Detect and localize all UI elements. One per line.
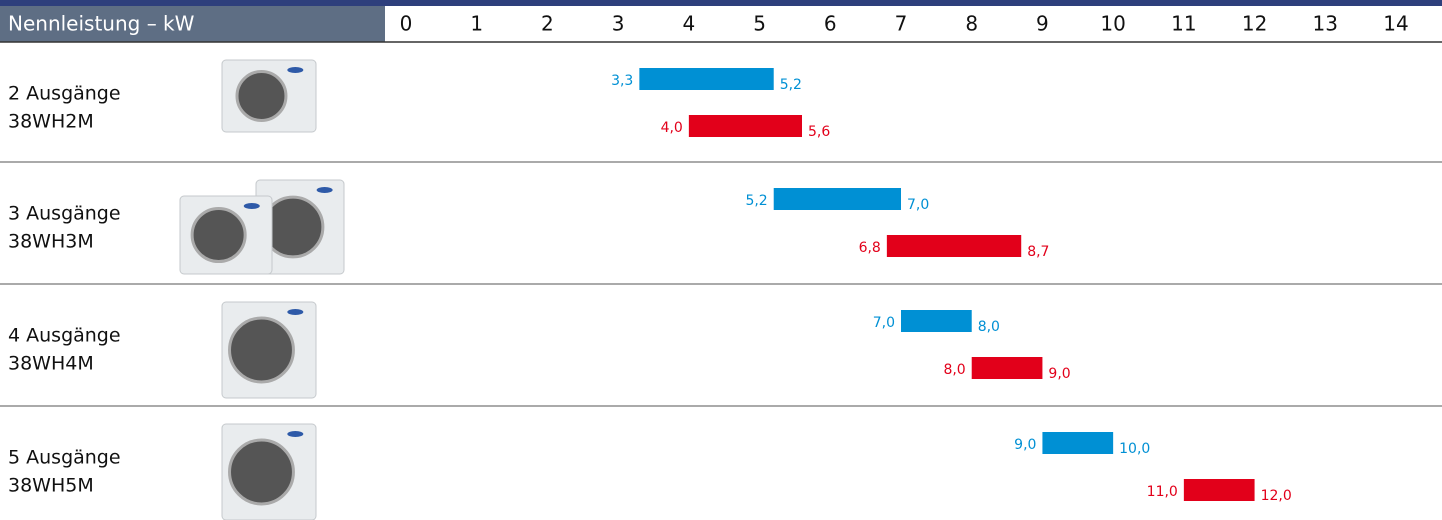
value-label: 12,0 bbox=[1261, 488, 1292, 504]
range-bar bbox=[773, 188, 901, 210]
value-label: 5,6 bbox=[808, 124, 830, 140]
row-label: 2 Ausgänge bbox=[8, 83, 121, 105]
x-tick-label: 9 bbox=[1036, 12, 1049, 36]
range-bar bbox=[639, 68, 774, 90]
row-label: 5 Ausgänge bbox=[8, 447, 121, 469]
value-label: 11,0 bbox=[1147, 484, 1178, 500]
unit-logo bbox=[287, 431, 304, 437]
unit-logo bbox=[287, 309, 304, 315]
row-label: 3 Ausgänge bbox=[8, 203, 121, 225]
header-cell bbox=[0, 6, 385, 42]
range-bar bbox=[971, 357, 1043, 379]
x-tick-label: 1 bbox=[470, 12, 483, 36]
value-label: 3,3 bbox=[611, 73, 633, 89]
product-image bbox=[179, 179, 345, 275]
value-label: 8,0 bbox=[978, 319, 1000, 335]
unit-fan bbox=[228, 316, 295, 384]
product-image bbox=[221, 423, 317, 520]
x-tick-label: 7 bbox=[895, 12, 908, 36]
row-model: 38WH5M bbox=[8, 475, 94, 497]
unit-logo bbox=[243, 203, 260, 209]
top-strip bbox=[0, 0, 1442, 6]
row-label: 4 Ausgänge bbox=[8, 325, 121, 347]
value-label: 8,7 bbox=[1027, 244, 1049, 260]
x-tick-label: 3 bbox=[612, 12, 625, 36]
product-image bbox=[221, 301, 317, 399]
unit-fan bbox=[235, 70, 288, 122]
chart-title: Nennleistung – kW bbox=[8, 12, 195, 36]
value-label: 6,8 bbox=[859, 240, 881, 256]
value-label: 10,0 bbox=[1119, 441, 1150, 457]
x-tick-label: 14 bbox=[1383, 12, 1408, 36]
range-bar bbox=[886, 235, 1022, 257]
unit-logo bbox=[287, 67, 304, 73]
value-label: 9,0 bbox=[1014, 437, 1036, 453]
x-tick-label: 0 bbox=[400, 12, 413, 36]
unit-fan bbox=[228, 438, 295, 506]
range-bar bbox=[901, 310, 972, 332]
row-model: 38WH4M bbox=[8, 353, 94, 375]
range-bar bbox=[688, 115, 802, 137]
product-image bbox=[221, 59, 317, 133]
unit-fan bbox=[190, 206, 247, 264]
x-tick-label: 13 bbox=[1313, 12, 1338, 36]
x-tick-label: 4 bbox=[682, 12, 695, 36]
row-model: 38WH2M bbox=[8, 111, 94, 133]
value-label: 9,0 bbox=[1048, 366, 1070, 382]
x-tick-label: 10 bbox=[1100, 12, 1125, 36]
value-label: 8,0 bbox=[943, 362, 965, 378]
x-tick-label: 6 bbox=[824, 12, 837, 36]
value-label: 5,2 bbox=[745, 193, 767, 209]
value-label: 4,0 bbox=[661, 120, 683, 136]
value-label: 5,2 bbox=[780, 77, 802, 93]
value-label: 7,0 bbox=[873, 315, 895, 331]
value-label: 7,0 bbox=[907, 197, 929, 213]
unit-logo bbox=[316, 187, 333, 193]
x-tick-label: 12 bbox=[1242, 12, 1267, 36]
range-bar bbox=[1042, 432, 1114, 454]
x-tick-label: 2 bbox=[541, 12, 554, 36]
row-model: 38WH3M bbox=[8, 231, 94, 253]
range-bar bbox=[1183, 479, 1255, 501]
x-tick-label: 8 bbox=[965, 12, 978, 36]
x-tick-label: 11 bbox=[1171, 12, 1196, 36]
x-tick-label: 5 bbox=[753, 12, 766, 36]
